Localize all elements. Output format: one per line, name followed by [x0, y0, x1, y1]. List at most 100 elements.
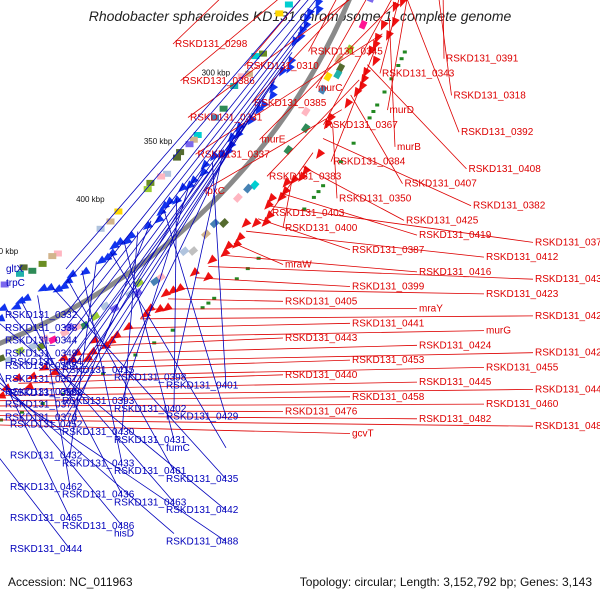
reverse-label-leader [64, 52, 293, 367]
forward-gene-label: RSKD131_0318 [454, 90, 527, 101]
reverse-label-leader [173, 198, 177, 409]
forward-gene-label: RSKD131_0343 [382, 68, 455, 79]
gc-tick [206, 301, 211, 305]
forward-label-leader [34, 367, 485, 377]
reverse-feature-arrow [227, 132, 238, 143]
forward-label-leader [379, 0, 400, 74]
forward-label-leader [315, 0, 367, 89]
reverse-feature-arrow [66, 269, 78, 278]
cog-feature-block [211, 114, 219, 121]
reverse-label-leader [69, 122, 246, 363]
reverse-label-leader [0, 458, 71, 550]
cog-feature-block [243, 183, 253, 194]
reverse-label-leader [0, 323, 227, 511]
forward-feature-arrow [290, 174, 300, 185]
cog-feature-block [38, 260, 47, 267]
reverse-gene-label: RSKD131_0444 [10, 544, 83, 555]
cog-feature-block [163, 170, 172, 177]
reverse-gene-label: RSKD131_0402 [114, 404, 187, 415]
forward-feature-arrow [0, 383, 12, 391]
forward-label-leader [438, 0, 452, 96]
forward-label-leader [187, 0, 350, 118]
topology-summary: Topology: circular; Length: 3,152,792 bp… [299, 575, 592, 589]
forward-label-leader [350, 94, 403, 184]
forward-feature-arrow [264, 199, 274, 210]
cog-feature-block [173, 154, 181, 161]
cog-feature-block [0, 354, 6, 363]
reverse-label-leader [6, 309, 175, 503]
reverse-feature-arrow [268, 90, 278, 101]
forward-label-leader [269, 205, 534, 243]
forward-feature-arrow [265, 210, 275, 221]
gc-tick [152, 341, 157, 345]
reverse-label-leader [64, 37, 301, 354]
forward-feature-arrow [327, 112, 336, 124]
forward-feature-arrow [0, 391, 7, 399]
reverse-gene-label: RSKD131_0355 [5, 361, 78, 372]
reverse-label-leader [64, 0, 317, 316]
forward-feature-arrow [11, 373, 23, 381]
forward-gene-label: RSKD131_0434 [535, 274, 600, 285]
reverse-gene-label: RSKD131_0432 [10, 451, 83, 462]
reverse-feature-arrow [286, 62, 295, 74]
map-title: Rhodobacter sphaeroides KD131 chromosome… [88, 8, 512, 24]
forward-feature-arrow [344, 98, 354, 109]
forward-gene-label: RSKD131_0476 [285, 407, 358, 418]
cog-feature-block [333, 69, 343, 80]
reverse-label-leader [69, 220, 152, 425]
forward-gene-label: RSKD131_0387 [352, 245, 425, 256]
forward-label-leader [0, 396, 351, 402]
cog-feature-block [0, 281, 9, 288]
forward-feature-arrow [160, 288, 172, 298]
forward-gene-label: RSKD131_0455 [486, 362, 559, 373]
forward-label-leader [442, 0, 445, 59]
reverse-label-leader [69, 261, 97, 456]
forward-label-leader [195, 277, 351, 287]
gc-tick [367, 116, 372, 120]
reverse-gene-label: RSKD131_0452 [10, 419, 83, 430]
reverse-label-leader [81, 270, 123, 464]
forward-feature-arrow [207, 254, 218, 265]
forward-gene-label: mraY [419, 304, 443, 315]
forward-feature-arrow [38, 362, 50, 371]
reverse-label-leader [0, 372, 71, 519]
gc-tick [200, 306, 205, 310]
forward-gene-label: RSKD131_0416 [419, 267, 492, 278]
gc-tick [61, 392, 66, 396]
cog-feature-block [345, 44, 355, 55]
reverse-feature-arrow [15, 295, 26, 304]
reverse-gene-label: RSKD131_0431 [114, 435, 187, 446]
forward-feature-arrow [360, 73, 370, 85]
cog-feature-block [114, 208, 123, 215]
cog-feature-block [48, 253, 57, 260]
cog-feature-block [47, 335, 58, 345]
forward-feature-arrow [323, 118, 333, 130]
reverse-label-leader [65, 0, 301, 270]
cog-feature-block [367, 0, 376, 3]
gc-tick [133, 353, 138, 357]
forward-gene-label: RSKD131_0482 [419, 414, 492, 425]
cog-feature-block [157, 173, 166, 180]
forward-gene-label: RSKD131_0440 [285, 370, 358, 381]
reverse-gene-label: RSKD131_0388 [10, 388, 83, 399]
reverse-feature-arrow [315, 5, 324, 16]
reverse-feature-arrow [79, 266, 91, 276]
reverse-feature-arrow [154, 214, 165, 224]
forward-gene-label: RSKD131_0331 [190, 113, 263, 124]
cog-feature-block [323, 71, 333, 82]
forward-feature-arrow [232, 238, 243, 249]
forward-gene-label: RSKD131_0392 [461, 127, 534, 138]
forward-feature-arrow [57, 353, 69, 362]
reverse-feature-arrow [199, 167, 209, 178]
forward-label-leader [330, 49, 376, 162]
forward-label-leader [246, 230, 485, 258]
forward-label-leader [208, 266, 534, 280]
forward-label-leader [233, 242, 284, 265]
cog-feature-block [106, 218, 115, 225]
forward-gene-label: RSKD131_0422 [535, 311, 600, 322]
reverse-label-leader [64, 66, 284, 380]
forward-feature-arrow [301, 165, 312, 176]
forward-gene-label: murG [486, 326, 511, 337]
